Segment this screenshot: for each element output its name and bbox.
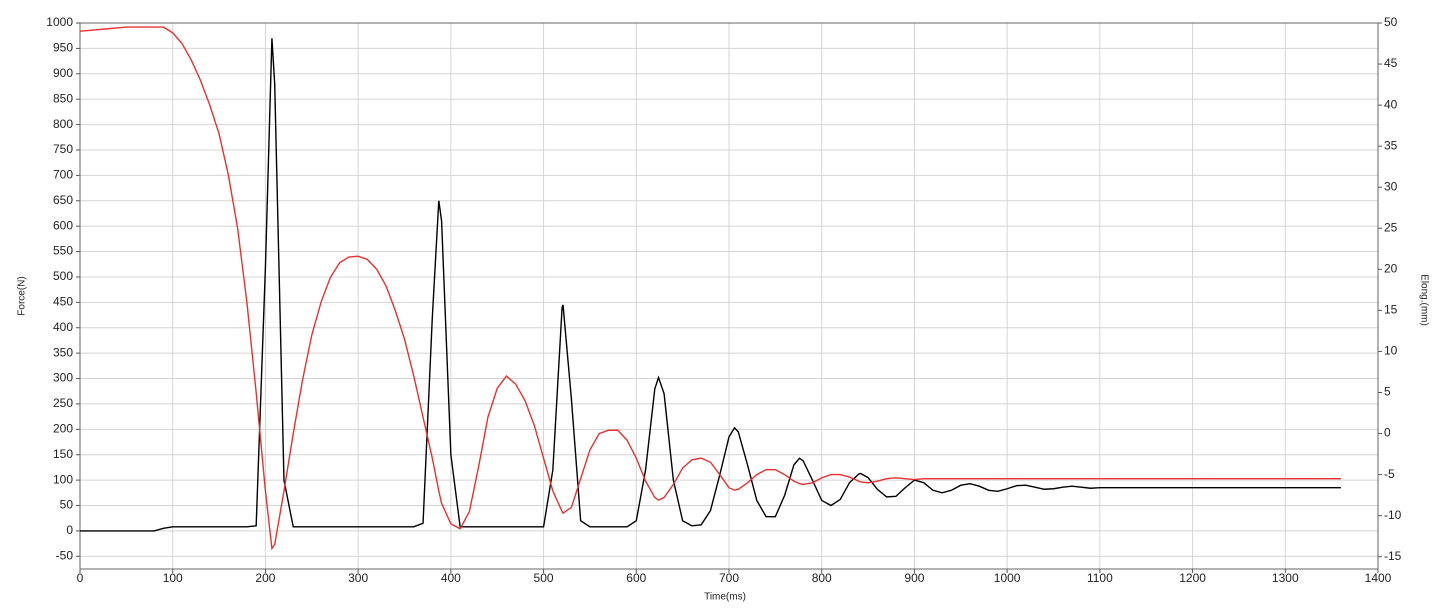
y2-tick-label: 35 xyxy=(1384,138,1398,152)
x-tick-label: 300 xyxy=(348,571,368,585)
y-tick-label: 1000 xyxy=(46,15,73,29)
y2-tick-label: -10 xyxy=(1384,508,1402,522)
y-tick-label: -50 xyxy=(56,548,74,562)
x-tick-label: 0 xyxy=(77,571,84,585)
y2-tick-label: -5 xyxy=(1384,467,1395,481)
y-tick-label: 150 xyxy=(53,447,73,461)
x-axis-label: Time(ms) xyxy=(704,592,746,603)
x-tick-label: 900 xyxy=(904,571,924,585)
y-tick-label: 850 xyxy=(53,91,73,105)
y-tick-label: 250 xyxy=(53,396,73,410)
y2-tick-label: 30 xyxy=(1384,179,1398,193)
x-tick-label: 1100 xyxy=(1087,571,1113,585)
y2-tick-label: 45 xyxy=(1384,56,1398,70)
y2-tick-label: 20 xyxy=(1384,261,1398,275)
x-tick-label: 400 xyxy=(441,571,461,585)
x-tick-label: 100 xyxy=(163,571,183,585)
x-tick-label: 600 xyxy=(626,571,646,585)
y2-tick-label: 15 xyxy=(1384,303,1398,317)
x-tick-label: 1200 xyxy=(1179,571,1206,585)
plot-frame xyxy=(79,22,1379,570)
x-tick-label: 700 xyxy=(719,571,739,585)
x-tick-label: 200 xyxy=(255,571,275,585)
y-tick-label: 350 xyxy=(53,345,73,359)
y-tick-label: 100 xyxy=(53,472,73,486)
y-tick-label: 300 xyxy=(53,371,73,385)
y2-tick-label: 25 xyxy=(1384,220,1398,234)
x-tick-label: 1400 xyxy=(1365,571,1392,585)
y2-tick-label: 50 xyxy=(1384,15,1398,29)
y2-tick-label: 0 xyxy=(1384,426,1391,440)
y2-tick-label: 10 xyxy=(1384,344,1398,358)
y2-tick-label: 5 xyxy=(1384,385,1391,399)
y-tick-label: 500 xyxy=(53,269,73,283)
y-tick-label: 650 xyxy=(53,193,73,207)
x-tick-label: 800 xyxy=(812,571,832,585)
y-tick-label: 0 xyxy=(66,523,73,537)
y-tick-label: 550 xyxy=(53,244,73,258)
y2-tick-label: -15 xyxy=(1384,549,1402,563)
y-tick-label: 750 xyxy=(53,142,73,156)
x-tick-label: 500 xyxy=(534,571,554,585)
y-tick-label: 700 xyxy=(53,168,73,182)
y-tick-label: 950 xyxy=(53,41,73,55)
y-axis-label: Force(N) xyxy=(17,276,28,315)
y-tick-label: 900 xyxy=(53,66,73,80)
y2-axis-label: Elong.(mm) xyxy=(1418,274,1429,326)
y-tick-label: 600 xyxy=(53,218,73,232)
x-tick-label: 1300 xyxy=(1272,571,1299,585)
y-tick-label: 800 xyxy=(53,117,73,131)
y-tick-label: 450 xyxy=(53,295,73,309)
series-line xyxy=(79,26,1341,551)
x-tick-label: 1000 xyxy=(994,571,1021,585)
y2-tick-label: 40 xyxy=(1384,97,1398,111)
series-line xyxy=(80,38,1341,532)
y-tick-label: 50 xyxy=(60,498,74,512)
y-tick-label: 200 xyxy=(53,421,73,435)
y-tick-label: 400 xyxy=(53,320,73,334)
